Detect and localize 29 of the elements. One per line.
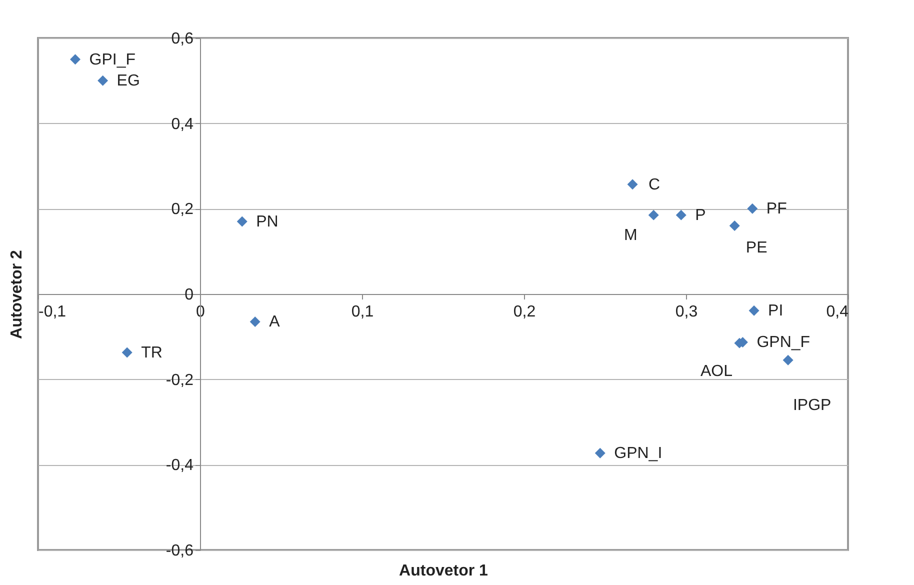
annotation: A [269, 314, 280, 331]
annotation: PN [256, 213, 278, 230]
annotation: P [695, 207, 706, 224]
y-axis-title: Autovetor 2 [8, 250, 26, 339]
y-tick-label: 0,4 [171, 116, 194, 133]
annotation: TR [141, 344, 162, 362]
y-tick-label: 0 [184, 286, 194, 304]
annotation: AOL [700, 363, 733, 380]
annotation: PI [768, 302, 784, 320]
x-tick-label: 0,4 [826, 304, 849, 320]
x-tick-label: -0,1 [38, 304, 66, 320]
annotation: GPN_I [614, 445, 662, 462]
x-tick-label: 0,1 [351, 304, 374, 320]
annotation: GPI_F [89, 51, 136, 68]
y-tick-label: -0,6 [166, 542, 194, 560]
x-tick-label: 0,3 [675, 304, 698, 320]
x-axis-title: Autovetor 1 [399, 562, 488, 580]
y-tick-label: -0,2 [166, 372, 194, 389]
annotation: GPN_F [756, 334, 810, 352]
annotation: C [648, 176, 660, 194]
annotation: PE [746, 240, 768, 257]
y-tick-label: 0,6 [171, 30, 194, 48]
annotation: EG [116, 72, 140, 90]
x-tick-label: 0,2 [513, 304, 536, 320]
annotation: IPGP [792, 397, 832, 414]
annotation: M [624, 227, 638, 244]
y-tick-label: -0,4 [166, 457, 194, 474]
y-tick-label: 0,2 [171, 201, 194, 218]
annotation: PF [766, 200, 788, 218]
